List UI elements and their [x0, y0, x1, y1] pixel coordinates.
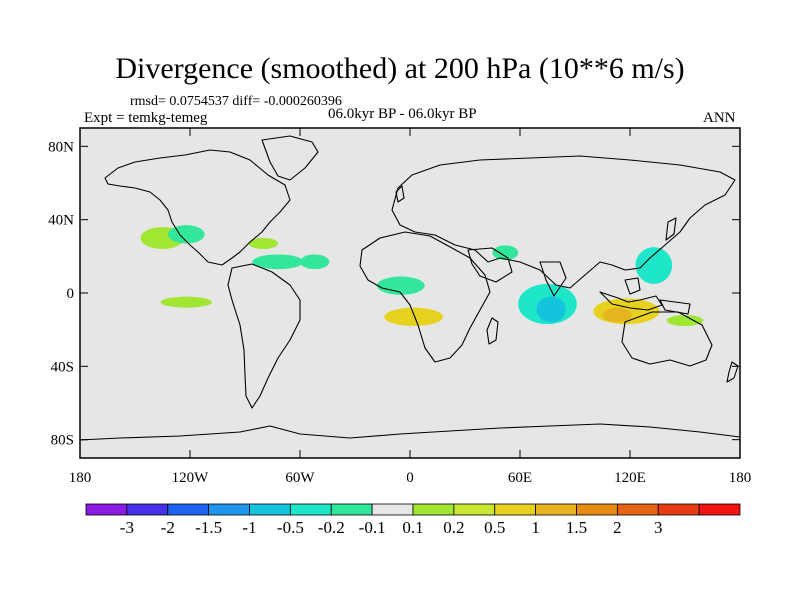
colorbar-swatch — [657, 503, 700, 516]
indonesia-coast — [599, 291, 663, 311]
colorbar-swatch — [535, 503, 577, 516]
colorbar-swatch — [494, 503, 537, 516]
lon-tick-label: 60E — [508, 470, 532, 486]
new-guinea-coast — [659, 299, 691, 315]
region-arabian-negative — [492, 245, 519, 260]
colorbar-swatch — [698, 503, 741, 516]
colorbar-label: -0.2 — [317, 518, 345, 537]
lon-tick-label: 180 — [729, 470, 752, 486]
lat-tick-label: 80N — [48, 139, 74, 155]
region-caribbean-negative — [252, 254, 304, 270]
colorbar-label: -1.5 — [195, 518, 223, 537]
colorbar-label: 1 — [531, 518, 540, 537]
australia-coast — [621, 311, 713, 367]
colorbar-swatch — [289, 503, 332, 516]
lon-tick-label: 120E — [614, 470, 646, 486]
coastlines — [79, 135, 741, 441]
colorbar-label: 3 — [654, 518, 663, 537]
japan-coast — [665, 217, 677, 241]
region-w-pacific-negative — [635, 247, 673, 284]
new-zealand-coast — [726, 361, 739, 383]
lat-tick-label: 40S — [51, 359, 74, 375]
lon-tick-label: 60W — [285, 470, 315, 486]
map-area — [79, 127, 741, 459]
madagascar-coast — [486, 317, 499, 345]
colorbar-swatch — [616, 503, 659, 516]
map-axes: 80N 40N 0 40S 80S 180 120W 60W 0 60E 120E 180 — [48, 128, 751, 486]
lon-tick-label: 120W — [172, 470, 210, 486]
lat-tick-label: 40N — [48, 213, 74, 229]
colorbar-swatch — [371, 503, 414, 516]
region-s-pacific-positive — [666, 315, 704, 326]
antarctica-coast — [79, 423, 741, 441]
colorbar-label: 0.1 — [402, 518, 424, 537]
colorbar-swatch — [576, 503, 618, 516]
africa-coast — [359, 231, 491, 363]
colorbar-label: -1 — [242, 518, 257, 537]
region-s-atlantic-positive — [384, 307, 443, 327]
lat-tick-label: 80S — [51, 433, 74, 449]
region-tropical-atlantic-negative — [377, 276, 425, 295]
borneo-coast — [624, 277, 641, 295]
plot-title: Divergence (smoothed) at 200 hPa (10**6 … — [115, 52, 685, 85]
season-label: ANN — [703, 110, 736, 126]
rmsd-diff-stats: rmsd= 0.0754537 diff= -0.000260396 — [130, 94, 342, 109]
colorbar-label: 1.5 — [565, 518, 588, 537]
region-e-pacific-positive — [160, 296, 212, 308]
colorbar-swatch — [208, 503, 250, 516]
colorbar-swatch — [85, 503, 128, 516]
divergence-regions — [140, 225, 704, 327]
colorbar-swatch — [249, 503, 291, 516]
colorbar-label: 2 — [613, 518, 622, 537]
colorbar-swatch — [330, 503, 373, 516]
experiment-label: Expt = temkg-temeg — [84, 110, 208, 126]
lat-tick-label: 0 — [67, 286, 75, 302]
lon-tick-label: 0 — [406, 470, 414, 486]
period-label: 06.0kyr BP - 06.0kyr BP — [328, 106, 477, 122]
colorbar-label: 0.5 — [484, 518, 506, 537]
eurasia-coast — [391, 155, 736, 289]
colorbar-swatch — [453, 503, 496, 516]
colorbar-label: -0.5 — [276, 518, 304, 537]
colorbar-swatch — [412, 503, 455, 516]
arabia-coast — [467, 247, 513, 283]
region-atlantic-negative — [300, 254, 330, 270]
region-maritime-core — [602, 307, 632, 323]
colorbar-label: 0.2 — [443, 518, 465, 537]
uk-coast — [395, 185, 405, 203]
colorbar-label: -3 — [119, 518, 134, 537]
colorbar-swatch — [126, 503, 169, 516]
colorbar-label: -2 — [160, 518, 175, 537]
region-gulf-positive — [248, 238, 278, 249]
region-indian-ocean-core — [536, 296, 566, 323]
north-america-coast — [104, 149, 291, 266]
south-america-coast — [227, 263, 301, 409]
lon-tick-label: 180 — [69, 470, 92, 486]
colorbar-swatch — [167, 503, 210, 516]
greenland-coast — [261, 135, 319, 181]
colorbar — [85, 503, 741, 516]
india-coast — [539, 261, 567, 297]
colorbar-label: -0.1 — [358, 518, 386, 537]
